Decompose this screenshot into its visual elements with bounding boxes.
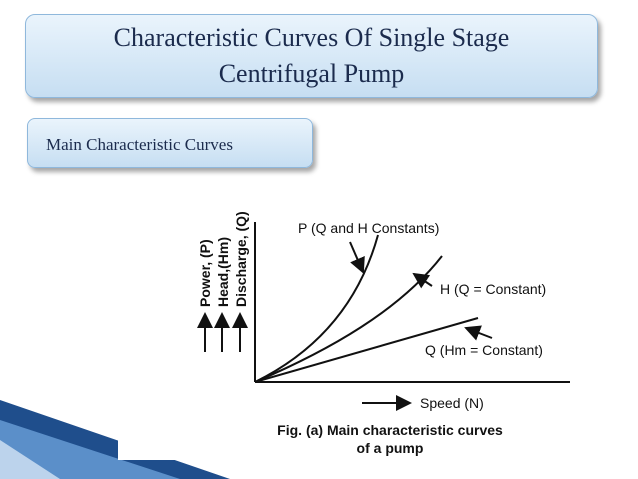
curve-label: H (Q = Constant) xyxy=(440,281,546,297)
figure-bg xyxy=(118,190,590,460)
pointer xyxy=(464,325,493,341)
y-label: Power, (P) xyxy=(197,239,213,307)
y-label: Head,(Hm) xyxy=(215,237,231,307)
curve-label: P (Q and H Constants) xyxy=(298,220,439,236)
caption: of a pump xyxy=(357,440,424,456)
pointer xyxy=(412,272,433,289)
section-label: Main Characteristic Curves xyxy=(27,118,313,168)
title: Characteristic Curves Of Single Stage Ce… xyxy=(113,23,510,88)
curve-q xyxy=(254,317,479,383)
curve-p xyxy=(254,234,379,383)
pointer xyxy=(349,241,365,274)
caption: Fig. (a) Main characteristic curves xyxy=(277,422,503,438)
curve-label: Q (Hm = Constant) xyxy=(425,342,543,358)
decor xyxy=(0,440,60,479)
x-label: Speed (N) xyxy=(420,395,484,411)
y-label: Discharge, (Q) xyxy=(233,211,249,307)
decor xyxy=(0,420,180,479)
title-box: Characteristic Curves Of Single Stage Ce… xyxy=(25,14,598,98)
